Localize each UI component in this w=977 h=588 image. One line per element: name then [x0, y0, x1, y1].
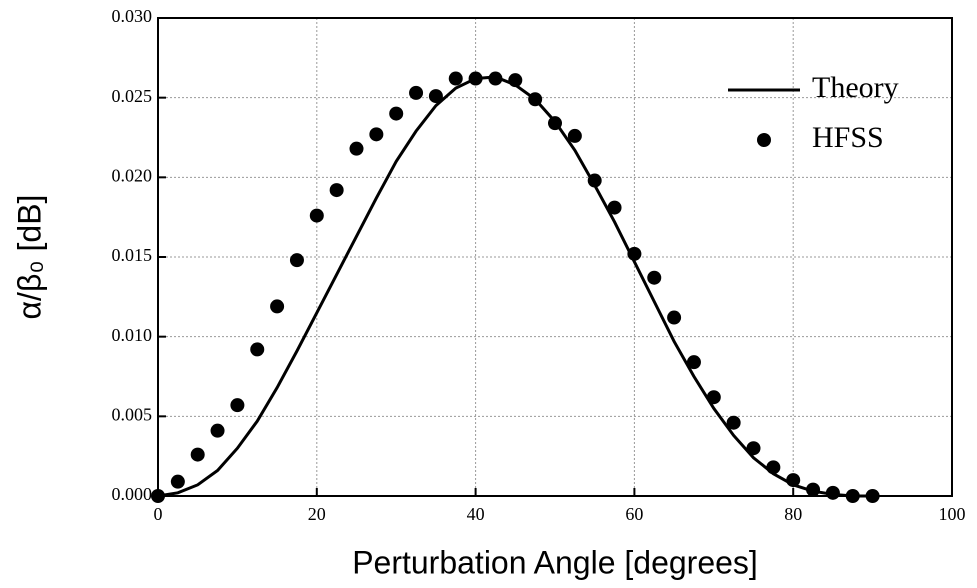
- data-point: [151, 489, 165, 503]
- legend-swatch: [757, 133, 771, 147]
- data-point: [428, 89, 443, 104]
- data-point: [567, 128, 582, 143]
- data-point: [349, 141, 364, 156]
- data-point: [210, 423, 225, 438]
- data-point: [270, 299, 285, 314]
- data-point: [706, 390, 721, 405]
- data-point: [587, 173, 602, 188]
- data-point: [528, 92, 543, 107]
- data-point: [448, 71, 463, 86]
- data-point: [766, 460, 781, 475]
- legend-label: Theory: [812, 71, 899, 104]
- data-point: [627, 246, 642, 261]
- x-axis-label: Perturbation Angle [degrees]: [352, 544, 758, 580]
- y-tick-label: 0.000: [112, 484, 153, 504]
- data-point: [508, 73, 523, 88]
- data-point: [190, 447, 205, 462]
- data-point: [726, 415, 741, 430]
- data-point: [468, 71, 483, 86]
- data-point: [369, 127, 384, 142]
- data-point: [170, 474, 185, 489]
- x-tick-label: 60: [625, 504, 643, 524]
- data-point: [647, 270, 662, 285]
- data-point: [825, 485, 840, 500]
- data-point: [389, 106, 404, 121]
- x-tick-label: 20: [308, 504, 326, 524]
- data-point: [686, 355, 701, 370]
- y-axis-label: α/β₀ [dB]: [11, 195, 47, 320]
- y-tick-label: 0.030: [112, 6, 153, 26]
- data-point: [230, 398, 245, 413]
- data-point: [488, 71, 503, 86]
- data-point: [786, 473, 801, 488]
- data-point: [746, 441, 761, 456]
- data-point: [309, 208, 324, 223]
- y-tick-label: 0.025: [112, 86, 153, 106]
- x-tick-label: 80: [784, 504, 802, 524]
- plot-frame: [157, 17, 953, 497]
- x-tick-label: 40: [467, 504, 485, 524]
- data-point: [806, 482, 821, 497]
- data-point: [329, 183, 344, 198]
- data-point: [548, 116, 562, 131]
- data-point: [607, 200, 622, 215]
- legend-label: HFSS: [812, 121, 884, 154]
- data-point: [865, 489, 880, 503]
- data-point: [845, 489, 860, 503]
- x-tick-label: 100: [939, 504, 966, 524]
- data-point: [409, 85, 424, 100]
- x-tick-label: 0: [154, 504, 163, 524]
- y-tick-label: 0.010: [112, 325, 153, 345]
- y-tick-label: 0.015: [112, 245, 153, 265]
- y-tick-label: 0.005: [112, 404, 153, 424]
- data-point: [289, 253, 304, 268]
- data-point: [250, 342, 265, 357]
- y-tick-label: 0.020: [112, 165, 153, 185]
- data-point: [667, 310, 682, 325]
